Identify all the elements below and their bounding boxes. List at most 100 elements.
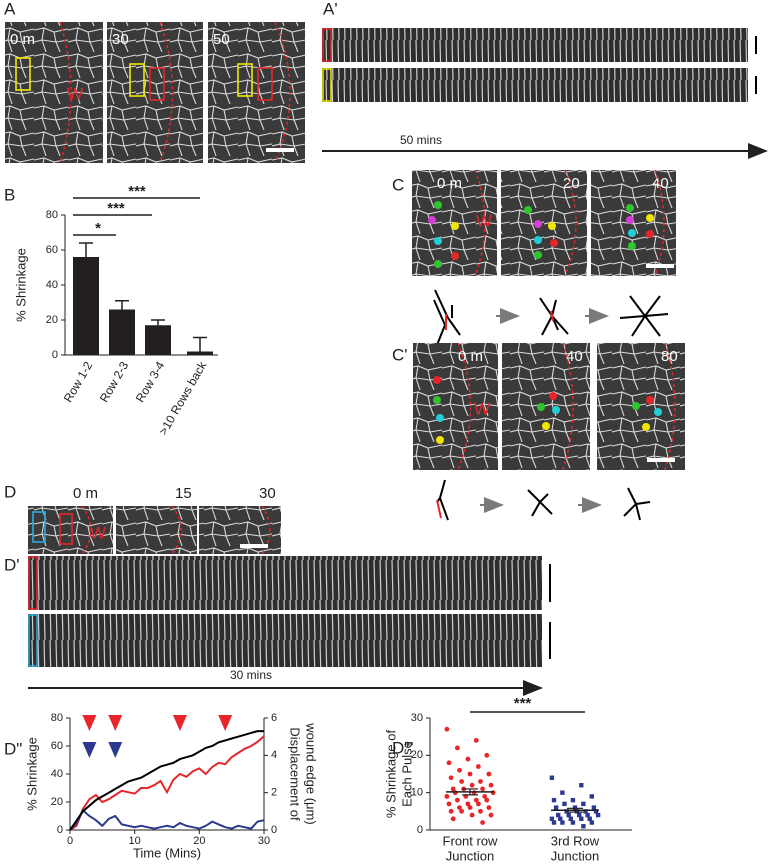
point: [448, 808, 454, 814]
point: [465, 756, 471, 762]
point: [556, 812, 561, 818]
micrograph: [116, 506, 197, 554]
micrograph: [107, 22, 203, 163]
label: 80: [51, 712, 63, 724]
point: [581, 801, 586, 807]
label: 40: [51, 768, 63, 780]
micrograph: [501, 170, 587, 276]
label: 20: [193, 835, 205, 847]
point: [455, 745, 460, 751]
label: 0: [67, 835, 73, 847]
label: 60: [51, 740, 63, 752]
label: Displacement of: [288, 727, 303, 821]
label: Row 2-3: [97, 359, 132, 405]
label: 60: [46, 244, 58, 256]
bar: [187, 351, 213, 355]
roi-box: [32, 511, 46, 543]
point: [455, 797, 460, 803]
label: 20: [411, 749, 423, 761]
label: D': [4, 555, 20, 574]
point: [558, 816, 563, 821]
label: 80: [46, 209, 58, 221]
label: 30: [112, 31, 129, 48]
label: 0 m: [10, 31, 35, 48]
cell-marker: [548, 222, 556, 230]
cell-marker: [436, 414, 444, 422]
point: [467, 771, 473, 777]
point: [457, 805, 462, 810]
wound-edge: [457, 342, 472, 471]
wound-edge: [81, 505, 92, 555]
cell-marker: [534, 251, 542, 259]
label: 10: [411, 787, 423, 799]
micrograph: [597, 343, 685, 470]
label: % Shrinkage: [13, 248, 28, 322]
cell-marker: [534, 236, 542, 244]
point: [484, 797, 490, 803]
cell-marker: [436, 436, 444, 444]
point: [549, 816, 555, 821]
label: 0: [52, 349, 58, 361]
wound-edge: [562, 342, 574, 471]
roi-box: [15, 57, 31, 91]
point: [444, 794, 450, 799]
label: 20: [563, 175, 580, 192]
label: Front row: [443, 833, 499, 848]
roi-box: [237, 63, 253, 97]
label: % Shrinkage: [24, 737, 39, 811]
point: [450, 786, 456, 792]
point: [480, 786, 485, 792]
point: [549, 775, 555, 780]
cell-marker: [534, 220, 542, 228]
point: [448, 775, 454, 781]
kymograph: [28, 556, 542, 610]
label: Time (Mins): [133, 845, 201, 860]
label: 30: [258, 835, 270, 847]
label: B: [4, 185, 15, 204]
cell-marker: [524, 206, 532, 214]
point: [570, 797, 576, 803]
point: [467, 805, 473, 810]
kymo-roi: [28, 556, 38, 610]
label: A': [323, 0, 338, 18]
point: [564, 809, 569, 814]
label: D": [4, 739, 22, 758]
junction-diagram: [539, 297, 569, 336]
cell-marker: [628, 242, 636, 250]
cell-marker: [451, 252, 459, 260]
label: Row 1-2: [61, 359, 96, 405]
wound-edge: [171, 505, 182, 555]
label: wound edge (μm): [304, 722, 319, 824]
cell-marker: [654, 408, 662, 416]
cell-marker: [434, 237, 442, 245]
label: 0: [57, 824, 63, 836]
point: [469, 782, 475, 788]
wound-edge: [564, 169, 577, 277]
kymograph: [322, 28, 748, 62]
label: D"': [392, 738, 414, 757]
label: D: [4, 482, 16, 501]
label: 30: [411, 712, 423, 724]
point: [478, 808, 483, 814]
pulse-marker: [108, 715, 123, 731]
label: 0: [271, 824, 277, 836]
junction-diagram: [619, 295, 669, 337]
point: [560, 790, 565, 795]
point: [459, 779, 464, 784]
kymograph: [322, 68, 748, 102]
cell-marker: [626, 204, 634, 212]
point: [587, 816, 592, 821]
point: [446, 801, 452, 807]
point: [473, 738, 479, 743]
cell-marker: [550, 239, 558, 247]
point: [444, 726, 450, 732]
pulse-marker: [172, 715, 187, 731]
point: [469, 812, 475, 818]
label: C: [392, 175, 404, 194]
micrograph: [502, 343, 590, 470]
point: [570, 820, 576, 825]
point: [473, 797, 479, 803]
bar: [73, 257, 99, 355]
point: [488, 812, 494, 818]
